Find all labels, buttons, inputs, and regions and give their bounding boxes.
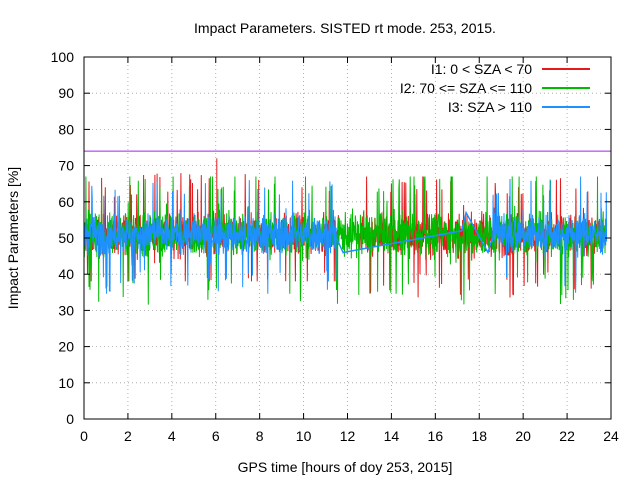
y-tick-label: 0	[66, 411, 74, 427]
y-tick-label: 50	[58, 230, 74, 246]
x-tick-label: 6	[212, 428, 220, 444]
y-tick-label: 20	[58, 339, 74, 355]
legend-label-2: I2: 70 <= SZA <= 110	[400, 80, 532, 96]
chart-title: Impact Parameters. SISTED rt mode. 253, …	[194, 20, 496, 36]
x-tick-label: 22	[559, 428, 575, 444]
ticks: 0 2 4 6 8 10 12 14 16 18 20 22 240102030405060708090…	[51, 49, 619, 444]
legend: I1: 0 < SZA < 70 I2: 70 <= SZA <= 110 I3: …	[400, 61, 590, 115]
y-tick-label: 100	[51, 49, 75, 65]
y-tick-label: 40	[58, 266, 74, 282]
x-tick-label: 20	[515, 428, 531, 444]
legend-label-1: I1: 0 < SZA < 70	[431, 61, 532, 77]
x-tick-label: 14	[384, 428, 400, 444]
series-3-segment	[491, 176, 608, 293]
series-3	[83, 176, 608, 294]
x-axis-label: GPS time [hours of doy 253, 2015]	[238, 459, 453, 475]
x-tick-label: 16	[428, 428, 444, 444]
x-tick-label: 12	[340, 428, 356, 444]
x-tick-label: 4	[168, 428, 176, 444]
legend-label-3: I3: SZA > 110	[448, 99, 532, 115]
x-tick-label: 8	[256, 428, 264, 444]
x-tick-label: 0	[80, 428, 88, 444]
series-layer	[83, 158, 608, 305]
x-tick-label: 24	[603, 428, 619, 444]
y-tick-label: 30	[58, 302, 74, 318]
x-tick-label: 2	[124, 428, 132, 444]
y-axis-label: Impact Parameters [%]	[5, 167, 21, 309]
x-tick-label: 10	[296, 428, 312, 444]
y-tick-label: 90	[58, 85, 74, 101]
series-3-connector	[335, 210, 494, 255]
y-tick-label: 80	[58, 121, 74, 137]
y-tick-label: 60	[58, 194, 74, 210]
x-tick-label: 18	[471, 428, 487, 444]
series-3-segment	[83, 180, 337, 294]
y-tick-label: 10	[58, 375, 74, 391]
y-tick-label: 70	[58, 158, 74, 174]
